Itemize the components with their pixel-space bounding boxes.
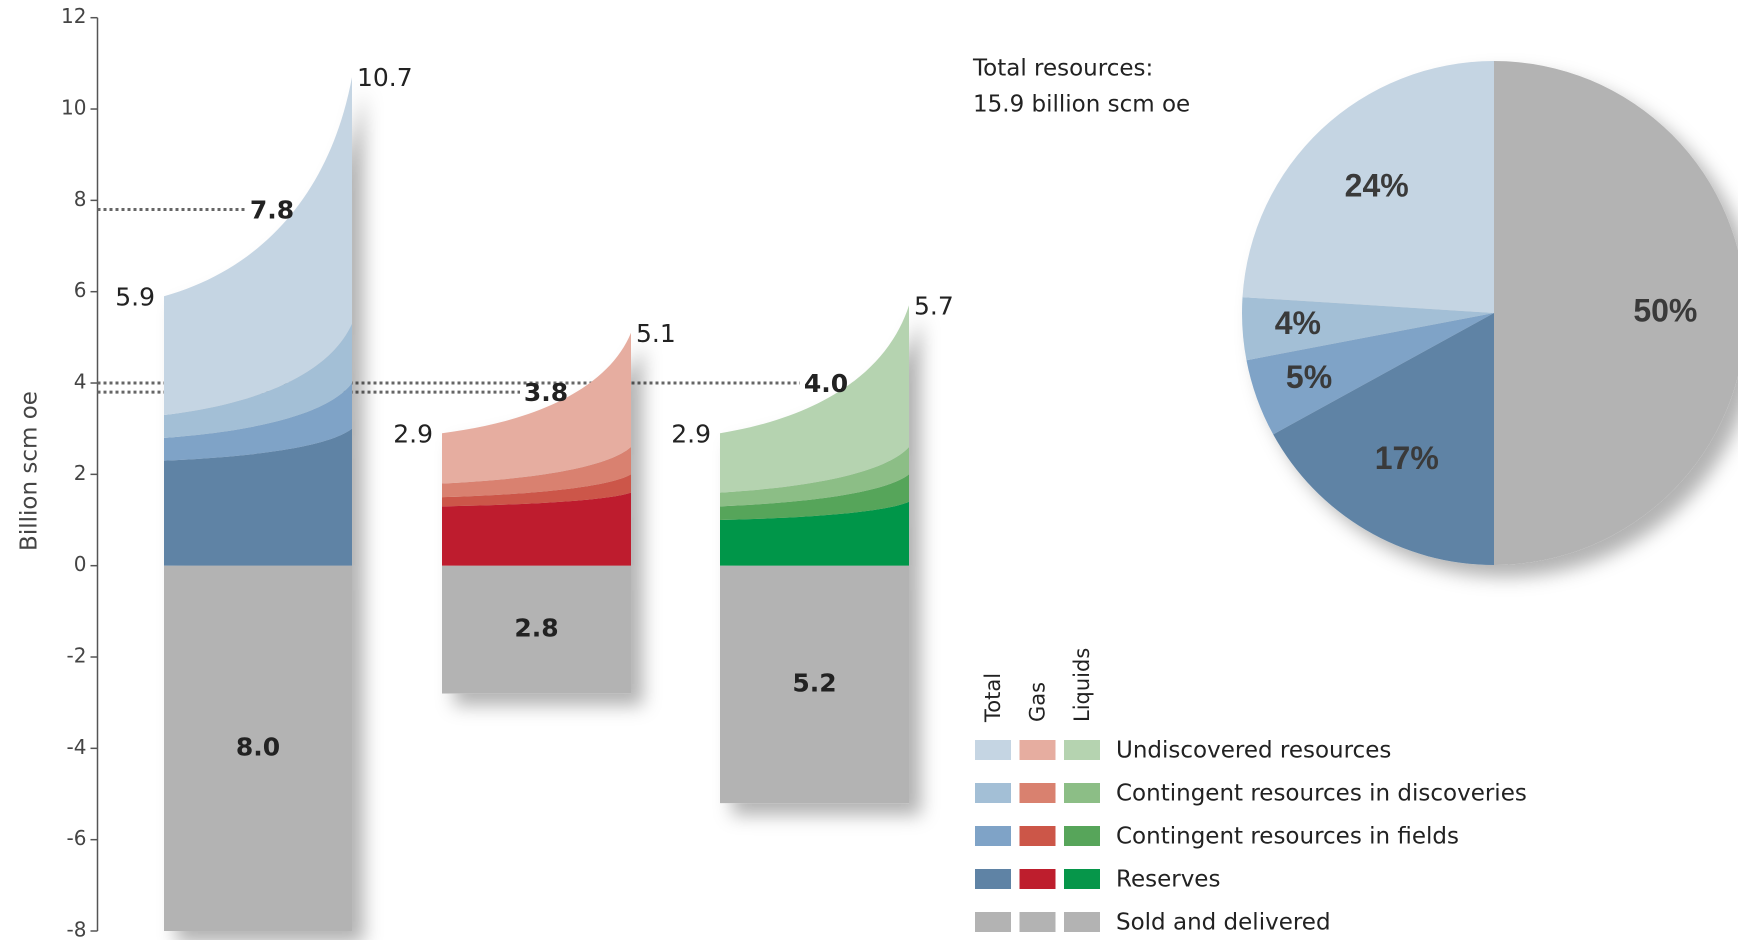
pie-slice (1494, 61, 1738, 565)
annotation: 15.9 billion scm oe (973, 92, 1190, 118)
y-tick-label: 8 (74, 187, 87, 211)
y-tick-label: 6 (74, 278, 87, 302)
y-tick-label: 12 (61, 4, 86, 28)
sold-label: 8.0 (236, 732, 280, 761)
pie-slice (1242, 61, 1494, 313)
y-tick-label: 10 (61, 96, 86, 120)
segment-area (442, 332, 631, 484)
legend-swatch (975, 783, 1011, 803)
legend-swatch (1019, 740, 1056, 760)
segment-area (442, 474, 631, 507)
legend-label: Sold and delivered (1116, 910, 1331, 936)
legend-swatch (1019, 912, 1056, 932)
annotation: Total resources: (972, 56, 1153, 82)
sold-bar (164, 565, 352, 931)
legend-swatch (975, 869, 1011, 889)
pie-label: 5% (1286, 359, 1332, 395)
right-total-label: 5.7 (914, 291, 954, 320)
segment-area (442, 492, 631, 566)
legend-label: Undiscovered resources (1116, 738, 1391, 764)
right-total-label: 10.7 (357, 63, 413, 92)
y-tick-label: -2 (67, 644, 87, 668)
right-total-label: 5.1 (636, 319, 676, 348)
legend-label: Contingent resources in fields (1116, 824, 1459, 850)
legend-header: Gas (1026, 682, 1050, 722)
segment-area (164, 77, 352, 415)
pie-slice (1246, 313, 1494, 435)
legend-swatch (975, 912, 1011, 932)
segment-area (720, 474, 909, 521)
expected-label: 4.0 (804, 369, 848, 398)
legend-swatch (975, 740, 1011, 760)
legend-header: Liquids (1070, 648, 1094, 722)
legend-header: Total (981, 673, 1005, 723)
y-tick-label: -4 (67, 735, 87, 759)
y-tick-label: 4 (74, 370, 87, 394)
y-tick-label: -6 (67, 826, 87, 850)
legend-swatch (1019, 826, 1056, 846)
pie-label: 4% (1275, 305, 1321, 341)
column (720, 305, 909, 804)
y-tick-label: 2 (74, 461, 87, 485)
column (164, 77, 352, 931)
segment-area (720, 501, 909, 566)
sold-bar (442, 565, 631, 694)
pie-slice (1273, 313, 1494, 565)
segment-area (164, 428, 352, 566)
expected-label: 3.8 (524, 378, 568, 407)
legend-swatch (975, 826, 1011, 846)
legend-label: Contingent resources in discoveries (1116, 781, 1527, 807)
legend-swatch (1019, 869, 1056, 889)
pie-slice (1242, 297, 1494, 361)
sold-label: 5.2 (792, 668, 836, 697)
legend-label: Reserves (1116, 867, 1220, 893)
segment-area (720, 305, 909, 493)
legend-swatch (1064, 783, 1100, 803)
legend-swatch (1019, 783, 1056, 803)
column (442, 332, 631, 694)
pie-label: 50% (1633, 292, 1697, 328)
left-total-label: 2.9 (671, 419, 711, 448)
segment-area (164, 323, 352, 438)
segment-area (442, 446, 631, 498)
sold-label: 2.8 (514, 614, 558, 643)
y-axis-label: Billion scm oe (17, 391, 43, 551)
sold-bar (720, 565, 909, 804)
segment-area (164, 383, 352, 461)
legend-swatch (1064, 869, 1100, 889)
pie-label: 17% (1375, 440, 1439, 476)
pie-label: 24% (1345, 168, 1409, 204)
pie (1242, 61, 1738, 565)
legend-swatch (1064, 912, 1100, 932)
y-tick-label: 0 (74, 552, 87, 576)
legend-swatch (1064, 740, 1100, 760)
expected-label: 7.8 (250, 195, 294, 224)
legend-swatch (1064, 826, 1100, 846)
left-total-label: 5.9 (115, 282, 155, 311)
left-total-label: 2.9 (393, 419, 433, 448)
y-tick-label: -8 (67, 918, 87, 940)
segment-area (720, 446, 909, 507)
